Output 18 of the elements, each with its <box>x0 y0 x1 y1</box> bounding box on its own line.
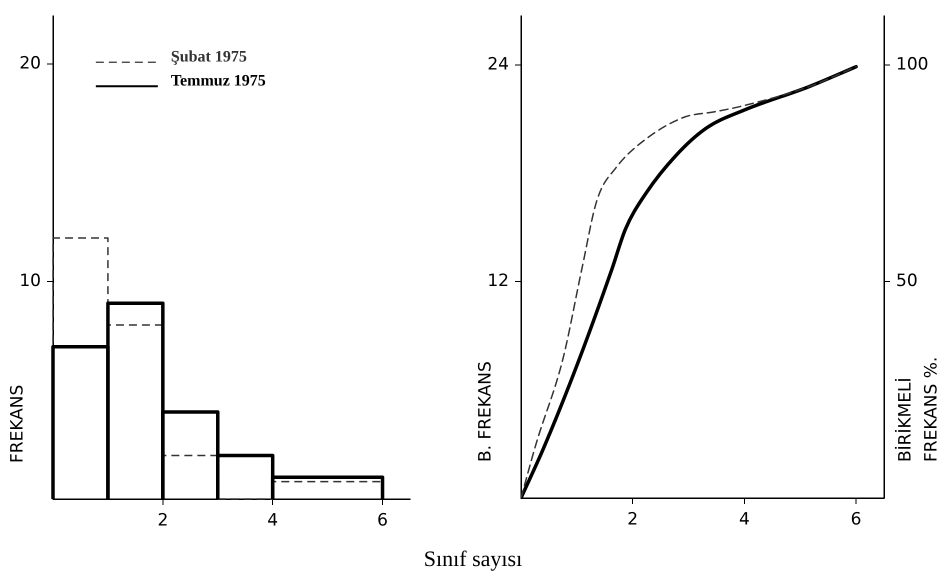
x-tick-label: 6 <box>377 510 388 531</box>
legend-label: Temmuz 1975 <box>170 72 266 90</box>
x-tick-label: 6 <box>850 510 862 530</box>
y-tick-label: 10 <box>19 270 41 291</box>
x-axis-title: Sınıf sayısı <box>424 546 522 572</box>
legend-label: Şubat 1975 <box>170 48 247 66</box>
x-tick-label: 2 <box>627 510 638 530</box>
x-tick-label: 4 <box>267 510 278 531</box>
y-tick-label: 20 <box>19 53 41 74</box>
x-tick-label: 2 <box>157 510 168 531</box>
x-tick-label: 4 <box>738 510 750 530</box>
y-tick-label: 24 <box>487 54 509 74</box>
y2-tick-label: 50 <box>896 270 918 291</box>
y-axis-title: FREKANS <box>7 384 28 463</box>
y2-axis-title: BİRİKMELİ FREKANS %. <box>894 356 942 462</box>
y2-tick-label: 100 <box>896 54 928 74</box>
y-tick-label: 12 <box>487 270 509 291</box>
y-axis-title: B. FREKANS <box>475 361 496 462</box>
